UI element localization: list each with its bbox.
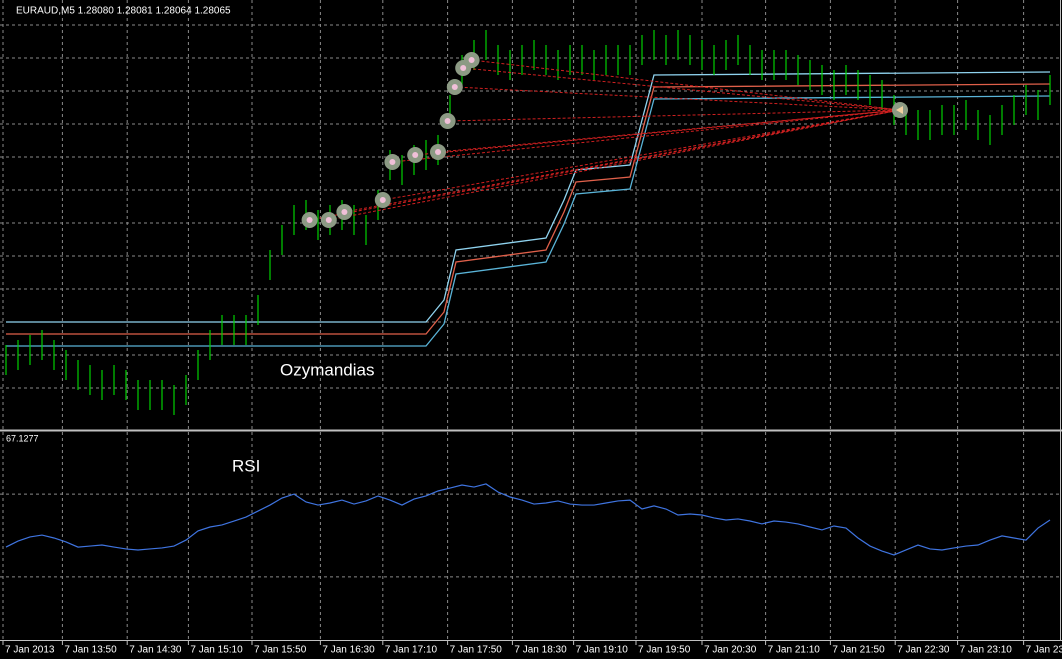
- signal-dot: [460, 65, 467, 71]
- x-tick-label: 7 Jan 18:30: [514, 645, 567, 656]
- x-tick-label: 7 Jan 23:10: [960, 645, 1013, 656]
- x-tick-label: 7 Jan 14:30: [129, 645, 182, 656]
- signal-dot: [341, 209, 348, 215]
- signal-dot: [468, 57, 475, 63]
- x-tick-label: 7 Jan 2013: [5, 645, 55, 656]
- channel-line: [6, 71, 1051, 323]
- x-tick-label: 7 Jan 15:50: [254, 645, 307, 656]
- signal-link: [437, 109, 901, 153]
- signal-dot: [306, 217, 313, 223]
- signal-link: [392, 109, 901, 163]
- signal-link: [382, 109, 901, 201]
- signal-dot: [435, 149, 441, 155]
- x-tick-label: 7 Jan 23:: [1026, 645, 1062, 656]
- chart-title: EURAUD,M5 1.28080 1.28081 1.28064 1.2806…: [16, 6, 231, 17]
- signal-link: [463, 67, 901, 111]
- signal-dot: [379, 197, 386, 203]
- x-tick-label: 7 Jan 19:50: [638, 645, 691, 656]
- x-tick-label: 7 Jan 15:10: [190, 645, 243, 656]
- rsi-value: 67.1277: [6, 433, 39, 443]
- signal-link: [454, 86, 901, 111]
- x-tick-label: 7 Jan 20:30: [704, 645, 757, 656]
- x-tick-label: 7 Jan 17:10: [385, 645, 438, 656]
- signal-link: [309, 109, 901, 221]
- x-tick-label: 7 Jan 21:50: [832, 645, 885, 656]
- target-arrow: [896, 106, 903, 114]
- x-tick-label: 7 Jan 19:10: [576, 645, 629, 656]
- signal-dot: [451, 84, 458, 90]
- signal-dot: [444, 118, 451, 124]
- rsi-label: RSI: [232, 456, 260, 475]
- signal-link: [344, 109, 901, 213]
- channel-line: [6, 95, 1051, 347]
- signal-link: [447, 109, 901, 122]
- signal-dot: [325, 217, 332, 223]
- x-tick-label: 7 Jan 21:10: [768, 645, 821, 656]
- signal-link: [328, 109, 901, 221]
- x-tick-label: 7 Jan 13:50: [64, 645, 117, 656]
- channel-line: [6, 83, 1051, 335]
- indicator-label: Ozymandias: [280, 360, 374, 379]
- x-tick-label: 7 Jan 17:50: [450, 645, 503, 656]
- signal-link: [471, 59, 901, 111]
- x-tick-label: 7 Jan 16:30: [322, 645, 375, 656]
- signal-dot: [412, 152, 419, 158]
- x-tick-label: 7 Jan 22:30: [897, 645, 950, 656]
- rsi-line: [5, 483, 1051, 556]
- signal-dot: [389, 159, 396, 165]
